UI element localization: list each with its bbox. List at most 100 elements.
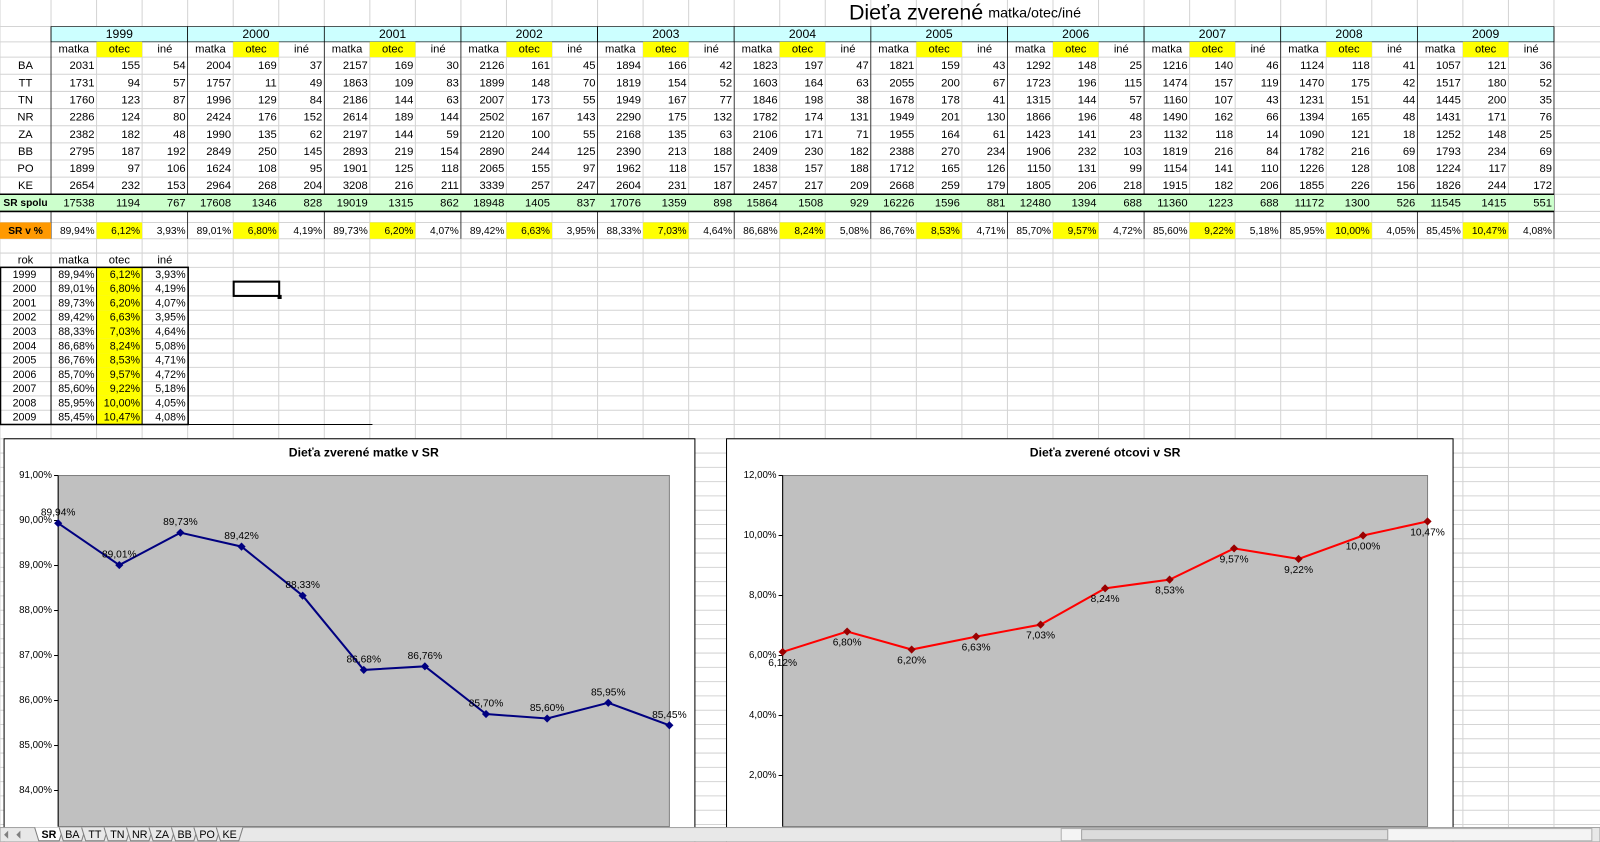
data-point <box>54 519 63 528</box>
sheet-tab[interactable]: KE <box>222 829 236 841</box>
year-header: 2008 <box>1335 27 1362 41</box>
row-label: SR v % <box>8 226 43 237</box>
cell-value: 148 <box>1488 129 1507 141</box>
column-header: iné <box>431 43 446 55</box>
cell-value: 4,72% <box>1113 226 1142 237</box>
cell-value: 2604 <box>616 180 641 192</box>
y-tick-label: 90,00% <box>19 515 52 526</box>
cell-value: 125 <box>577 146 596 158</box>
selected-cell[interactable] <box>232 280 281 297</box>
sheet-tab[interactable]: TT <box>88 829 102 841</box>
sheet-tab-shape[interactable] <box>215 827 244 842</box>
cell-value: 250 <box>258 146 277 158</box>
sheet-tab[interactable]: PO <box>199 829 214 841</box>
data-label: 85,95% <box>591 687 626 698</box>
data-point <box>1165 575 1174 584</box>
cell-value: 1863 <box>343 77 368 89</box>
cell-value: 2457 <box>753 180 778 192</box>
cell-value: 1757 <box>206 77 231 89</box>
cell-value: 257 <box>531 180 550 192</box>
cell-value: 244 <box>1488 180 1507 192</box>
cell-value: 200 <box>1488 94 1507 106</box>
data-label: 6,12% <box>768 658 797 669</box>
cell-value: 89,73% <box>333 226 368 237</box>
cell-value: 1194 <box>116 197 140 209</box>
summary-cell: 6,80% <box>110 283 141 295</box>
summary-cell: 6,20% <box>110 297 141 309</box>
cell-value: 167 <box>668 94 687 106</box>
cell-value: 2197 <box>343 129 368 141</box>
otec-percent-bg <box>643 222 689 239</box>
y-tick-label: 86,00% <box>19 695 52 706</box>
cell-value: 157 <box>1214 77 1233 89</box>
y-tick-label: 84,00% <box>19 785 52 796</box>
summary-cell: 2002 <box>13 312 37 324</box>
data-point <box>907 645 916 654</box>
data-label: 6,20% <box>897 655 926 666</box>
cell-value: 162 <box>1214 112 1233 124</box>
cell-value: 862 <box>440 197 459 209</box>
sheet-tab[interactable]: SR <box>42 829 57 841</box>
otec-summary-bg <box>96 395 143 411</box>
year-header: 2007 <box>1199 27 1226 41</box>
cell-value: 48 <box>1403 112 1415 124</box>
cell-value: 1819 <box>616 77 641 89</box>
summary-cell: 86,68% <box>58 340 95 352</box>
chart-title: Dieťa zverené matke v SR <box>289 445 439 459</box>
cell-value: 16226 <box>883 197 914 209</box>
sheet-tab[interactable]: TN <box>110 829 124 841</box>
otec-summary-bg <box>96 281 143 296</box>
cell-value: 115 <box>1124 77 1142 89</box>
tab-nav-arrow[interactable] <box>16 830 21 839</box>
cell-value: 59 <box>446 129 458 141</box>
cell-value: 3339 <box>479 180 504 192</box>
sheet-tab[interactable]: BA <box>65 829 80 841</box>
cell-value: 2286 <box>70 112 95 124</box>
y-tick-label: 89,00% <box>19 560 52 571</box>
cell-value: 11545 <box>1430 197 1460 209</box>
cell-value: 1793 <box>1436 146 1461 158</box>
tab-nav-arrow[interactable] <box>4 830 9 839</box>
cell-value: 19019 <box>337 197 368 209</box>
data-label: 89,73% <box>163 517 198 528</box>
cell-value: 63 <box>446 94 458 106</box>
column-header: matka <box>1425 43 1456 55</box>
cell-value: 119 <box>1261 77 1279 89</box>
cell-value: 157 <box>713 163 732 175</box>
cell-value: 1823 <box>753 60 778 72</box>
cell-value: 2168 <box>616 129 641 141</box>
cell-value: 2120 <box>479 129 504 141</box>
sheet-tab[interactable]: BB <box>178 829 192 841</box>
cell-value: 2007 <box>479 94 504 106</box>
data-point <box>1294 554 1303 563</box>
cell-value: 244 <box>531 146 550 158</box>
data-point <box>237 542 246 551</box>
scrollbar-thumb[interactable] <box>1081 829 1389 841</box>
column-header: otec <box>1475 43 1497 55</box>
cell-value: 688 <box>1123 197 1142 209</box>
column-header: otec <box>1065 43 1087 55</box>
column-header: matka <box>332 43 363 55</box>
summary-cell: 3,95% <box>155 312 186 324</box>
summary-cell: 85,45% <box>58 412 95 424</box>
cell-value: 198 <box>805 94 824 106</box>
cell-value: 219 <box>395 146 414 158</box>
summary-cell: 89,01% <box>58 283 95 295</box>
cell-value: 1731 <box>70 77 95 89</box>
cell-value: 156 <box>1397 180 1416 192</box>
summary-cell: 4,07% <box>155 297 186 309</box>
cell-value: 63 <box>856 77 868 89</box>
data-point <box>298 591 307 600</box>
cell-value: 174 <box>805 112 824 124</box>
cell-value: 35 <box>1539 94 1551 106</box>
cell-value: 30 <box>446 60 458 72</box>
year-header: 2000 <box>242 27 269 41</box>
cell-value: 206 <box>1078 180 1097 192</box>
sheet-tab[interactable]: ZA <box>155 829 170 841</box>
cell-value: 2502 <box>479 112 504 124</box>
cell-value: 197 <box>805 60 824 72</box>
cell-value: 6,12% <box>111 226 140 237</box>
cell-value: 42 <box>720 60 732 72</box>
sheet-tab[interactable]: NR <box>132 829 148 841</box>
